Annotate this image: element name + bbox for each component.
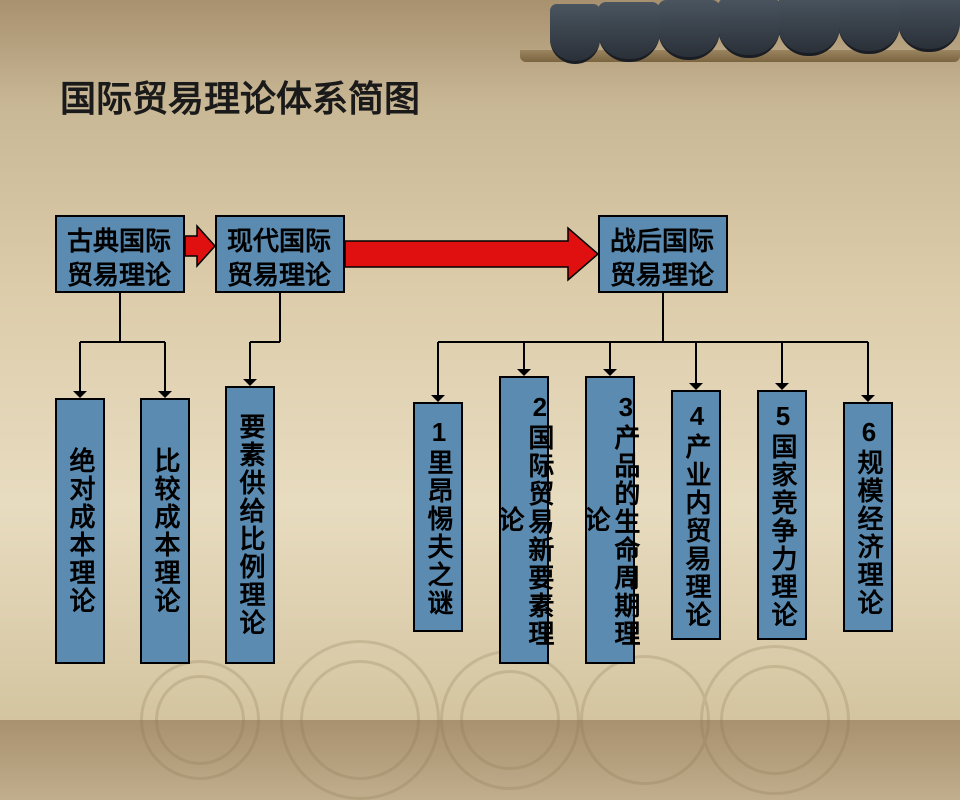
leaf-box: 1里昂惕夫之谜: [413, 402, 463, 632]
leaf-box: 绝对成本理论: [55, 398, 105, 664]
roof-decoration: [540, 0, 960, 70]
leaf-box: 4产业内贸易理论: [671, 390, 721, 640]
leaf-box: 3产品的生命周期理论: [585, 376, 635, 664]
category-box-modern: 现代国际 贸易理论: [215, 215, 345, 293]
leaf-box: 要素供给比例理论: [225, 386, 275, 664]
leaf-box: 比较成本理论: [140, 398, 190, 664]
leaf-box: 5国家竞争力理论: [757, 390, 807, 640]
leaf-box: 6规模经济理论: [843, 402, 893, 632]
leaf-box: 2国际贸易新要素理论: [499, 376, 549, 664]
category-box-postwar: 战后国际 贸易理论: [598, 215, 728, 293]
category-box-classic: 古典国际 贸易理论: [55, 215, 185, 293]
diagram-title: 国际贸易理论体系简图: [60, 70, 420, 122]
